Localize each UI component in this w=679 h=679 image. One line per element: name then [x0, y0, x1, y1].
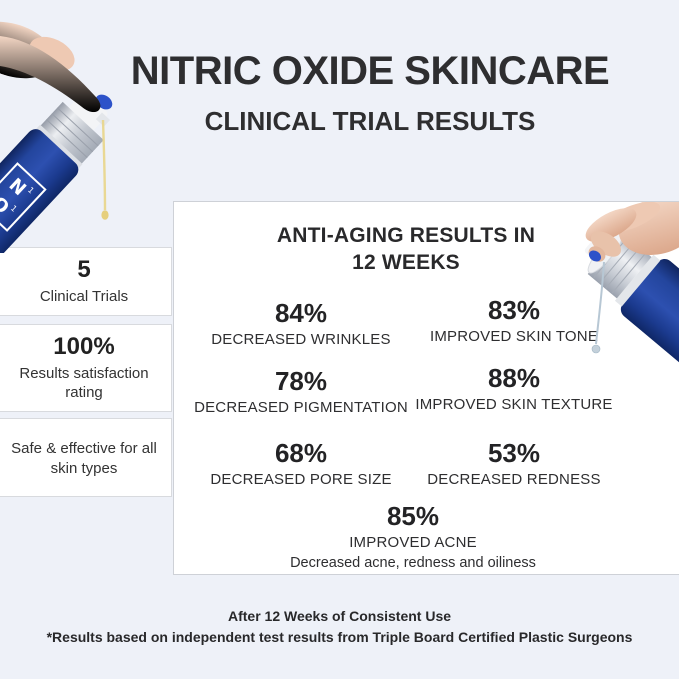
stat-sublabel: Decreased acne, redness and oiliness [290, 555, 536, 572]
stat-label: IMPROVED ACNE [349, 533, 477, 551]
satisfaction-value: 100% [53, 333, 115, 361]
stat-value: 68% [274, 438, 328, 468]
serum-droplet [101, 210, 109, 220]
stat-improved-skin-tone: 83% IMPROVED SKIN TONE [389, 296, 639, 346]
footnote-line1: After 12 Weeks of Consistent Use [227, 608, 452, 624]
safety-label: Safe & effective for all skin types [11, 440, 157, 477]
stat-decreased-wrinkles: 84% DECREASED WRINKLES [176, 299, 426, 349]
stat-value: 88% [487, 363, 541, 393]
brand-sup-1: 1 [26, 185, 36, 195]
stat-value: 53% [487, 438, 541, 468]
stat-decreased-redness: 53% DECREASED REDNESS [389, 439, 639, 489]
clinical-trials-card: 5 Clinical Trials [0, 247, 172, 316]
stat-label: DECREASED WRINKLES [211, 330, 391, 348]
stat-label: DECREASED PIGMENTATION [194, 398, 408, 416]
stat-value: 84% [274, 298, 328, 328]
stat-decreased-pore-size: 68% DECREASED PORE SIZE [176, 439, 426, 489]
bottle-body [0, 129, 79, 253]
footnote-line2: *Results based on independent test resul… [46, 629, 633, 645]
brand-logo-box [0, 162, 47, 232]
stat-decreased-pigmentation: 78% DECREASED PIGMENTATION [176, 367, 426, 417]
stat-improved-acne: 85% IMPROVED ACNE Decreased acne, rednes… [273, 502, 553, 573]
stat-label: IMPROVED SKIN TEXTURE [415, 395, 613, 413]
page-subtitle: CLINICAL TRIAL RESULTS [204, 106, 536, 136]
stat-label: DECREASED PORE SIZE [210, 470, 392, 488]
stat-label: IMPROVED SKIN TONE [429, 327, 599, 345]
clinical-trials-value: 5 [77, 256, 91, 284]
satisfaction-label: Results satisfaction rating [19, 364, 149, 402]
results-panel: ANTI-AGING RESULTS IN 12 WEEKS 84% DECRE… [173, 201, 679, 575]
stat-label: DECREASED REDNESS [427, 470, 601, 488]
safety-card: Safe & effective for all skin types [0, 418, 172, 497]
brand-sup-2: 1 [9, 204, 19, 214]
stat-value: 78% [274, 366, 328, 396]
stat-value: 83% [487, 295, 541, 325]
clinical-trials-label: Clinical Trials [39, 288, 129, 306]
footnote: After 12 Weeks of Consistent Use *Result… [0, 606, 679, 648]
panel-heading: ANTI-AGING RESULTS IN 12 WEEKS [186, 222, 626, 277]
stat-improved-skin-texture: 88% IMPROVED SKIN TEXTURE [389, 364, 639, 414]
brand-letter-n: N [5, 174, 30, 200]
page-title: NITRIC OXIDE SKINCARE [130, 49, 610, 93]
satisfaction-card: 100% Results satisfaction rating [0, 324, 172, 412]
header: NITRIC OXIDE SKINCARE CLINICAL TRIAL RES… [61, 50, 679, 137]
stat-value: 85% [386, 501, 440, 531]
panel-heading-line2: 12 WEEKS [352, 251, 460, 275]
panel-heading-line1: ANTI-AGING RESULTS IN [276, 224, 536, 247]
brand-letter-o: O [0, 193, 13, 219]
